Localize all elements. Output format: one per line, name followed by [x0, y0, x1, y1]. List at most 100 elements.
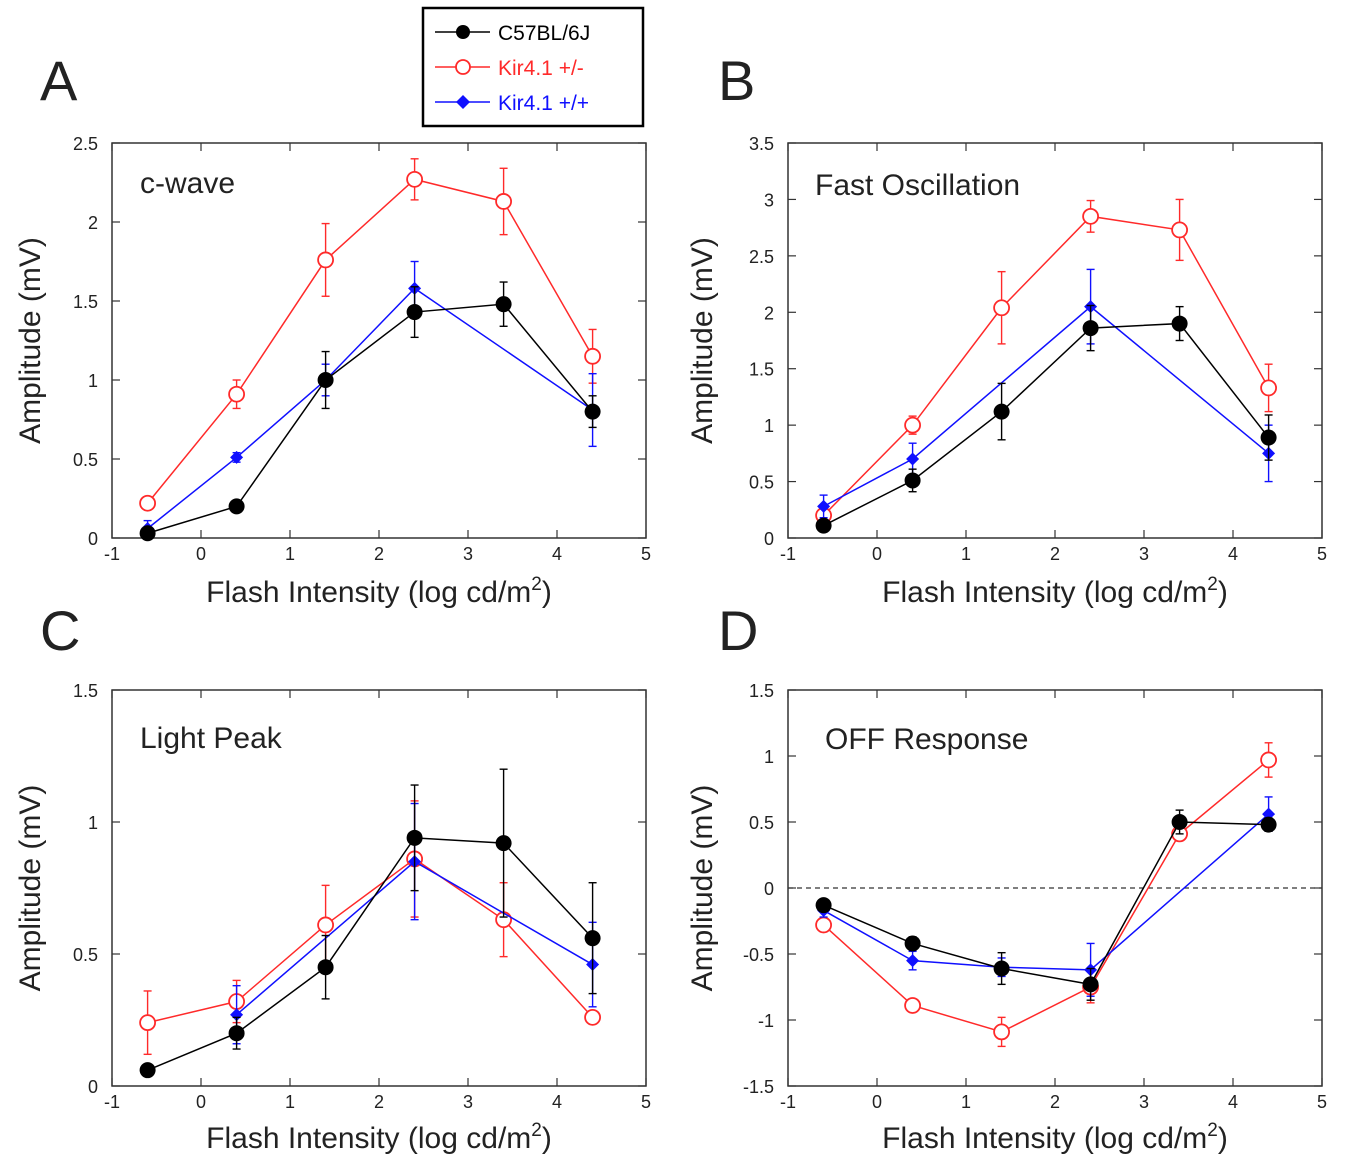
x-tick-label: 4 — [552, 544, 562, 564]
series-line — [823, 322, 1270, 527]
x-tick-label: 1 — [285, 544, 295, 564]
x-tick-label: -1 — [780, 1092, 796, 1112]
data-point — [317, 251, 335, 269]
data-point — [904, 935, 921, 952]
x-axis-title: Flash Intensity (log cd/m2) — [206, 1120, 552, 1155]
x-tick-label: 1 — [961, 544, 971, 564]
series-c57bl-6j — [815, 304, 1277, 534]
legend-marker-wt — [456, 95, 470, 109]
y-axis-title: Amplitude (mV) — [686, 237, 719, 444]
data-point — [1260, 816, 1277, 833]
panel-d: D -1 0 1 2 3 4 5 -1.5 -1 -0.5 0 0.5 1 1.5 OFF Response F… — [686, 599, 1327, 1155]
data-point — [317, 372, 334, 388]
data-point — [406, 304, 423, 321]
x-axis-title-end: ) — [542, 1122, 552, 1155]
x-axis-title-end: ) — [1218, 576, 1228, 609]
data-point — [1171, 315, 1188, 332]
legend-label-wt: Kir4.1 +/+ — [498, 92, 589, 115]
series-line — [147, 287, 594, 530]
data-point — [904, 472, 921, 489]
x-axis-title-sup: 2 — [531, 1120, 542, 1141]
data-point — [1082, 976, 1099, 993]
x-tick-label: 0 — [872, 544, 882, 564]
x-axis-title-sup: 2 — [531, 574, 542, 595]
series-line — [823, 759, 1270, 1033]
legend-marker-c57 — [456, 25, 470, 39]
y-tick-label: 1 — [88, 813, 98, 833]
legend-label-c57: C57BL/6J — [498, 22, 590, 45]
data-point — [139, 1062, 156, 1079]
x-tick-label: 3 — [1139, 544, 1149, 564]
data-point — [495, 193, 513, 210]
x-tick-label: 4 — [552, 1092, 562, 1112]
series-kir4-1 — [139, 800, 601, 1056]
y-tick-label: 0 — [764, 529, 774, 549]
legend-marker-het — [455, 59, 471, 75]
series-c57bl-6j — [139, 768, 601, 1079]
x-tick-label: 2 — [374, 1092, 384, 1112]
data-point — [495, 296, 512, 313]
data-point — [815, 517, 832, 534]
panels: A -1 0 1 2 3 4 5 0 0.5 1 1.5 2 2.5 c-wave Flash Intensi… — [14, 49, 1327, 1155]
series-kir4-1 — [817, 268, 1276, 519]
data-point — [228, 385, 246, 403]
series-line — [823, 821, 1269, 986]
y-tick-label: 1.5 — [73, 292, 98, 312]
data-point — [906, 452, 920, 466]
y-axis-title: Amplitude (mV) — [14, 237, 47, 444]
y-tick-label: 1 — [764, 416, 774, 436]
data-point — [317, 916, 335, 934]
data-point — [228, 498, 245, 515]
series-line — [823, 215, 1270, 516]
x-tick-label: 4 — [1228, 1092, 1238, 1112]
panel-letter: A — [40, 49, 78, 112]
y-tick-label: 2.5 — [73, 134, 98, 154]
x-tick-label: 2 — [1050, 544, 1060, 564]
y-tick-label: 3 — [764, 190, 774, 210]
data-point — [1260, 429, 1277, 446]
series-kir4-1 — [817, 796, 1276, 997]
x-tick-label: 2 — [1050, 1092, 1060, 1112]
y-tick-label: -1.5 — [743, 1077, 774, 1097]
x-tick-label: 0 — [196, 1092, 206, 1112]
x-axis-title-end: ) — [542, 576, 552, 609]
y-tick-label: 0.5 — [749, 813, 774, 833]
panel-c: C -1 0 1 2 3 4 5 0 0.5 1 1.5 Light Peak Flash Intensi… — [14, 599, 651, 1155]
x-tick-label: 5 — [641, 544, 651, 564]
x-tick-label: 5 — [641, 1092, 651, 1112]
panel-annotation: Fast Oscillation — [815, 169, 1020, 202]
y-tick-label: 1.5 — [749, 360, 774, 380]
data-point — [139, 525, 156, 542]
data-point — [584, 1008, 601, 1026]
panel-b: B -1 0 1 2 3 4 5 0 0.5 1 1.5 2 2.5 3 3.5 Fast Oscillatio… — [686, 49, 1327, 609]
panel-letter: C — [40, 599, 80, 662]
data-point — [1260, 751, 1277, 769]
y-tick-label: 0.5 — [73, 450, 98, 470]
data-point — [139, 494, 157, 512]
series-line — [147, 837, 594, 1071]
y-tick-label: 1.5 — [73, 681, 98, 701]
y-tick-label: 1 — [88, 371, 98, 391]
x-tick-label: 1 — [961, 1092, 971, 1112]
series-kir4-1 — [139, 158, 601, 512]
x-tick-label: 3 — [463, 1092, 473, 1112]
data-point — [1171, 221, 1188, 239]
series-line — [823, 813, 1270, 971]
y-tick-label: 2 — [764, 303, 774, 323]
y-tick-label: 2.5 — [749, 247, 774, 267]
y-tick-label: 1.5 — [749, 681, 774, 701]
y-axis-title: Amplitude (mV) — [14, 785, 47, 992]
series-c57bl-6j — [815, 809, 1277, 1001]
series-line — [147, 858, 594, 1024]
y-tick-label: 0 — [764, 879, 774, 899]
panel-letter: B — [718, 49, 755, 112]
data-point — [904, 416, 921, 434]
x-tick-label: 1 — [285, 1092, 295, 1112]
x-tick-label: 4 — [1228, 544, 1238, 564]
data-point — [1082, 320, 1099, 337]
x-tick-label: -1 — [104, 544, 120, 564]
series-kir4-1 — [141, 260, 600, 538]
data-point — [584, 403, 601, 420]
y-tick-label: 1 — [764, 747, 774, 767]
